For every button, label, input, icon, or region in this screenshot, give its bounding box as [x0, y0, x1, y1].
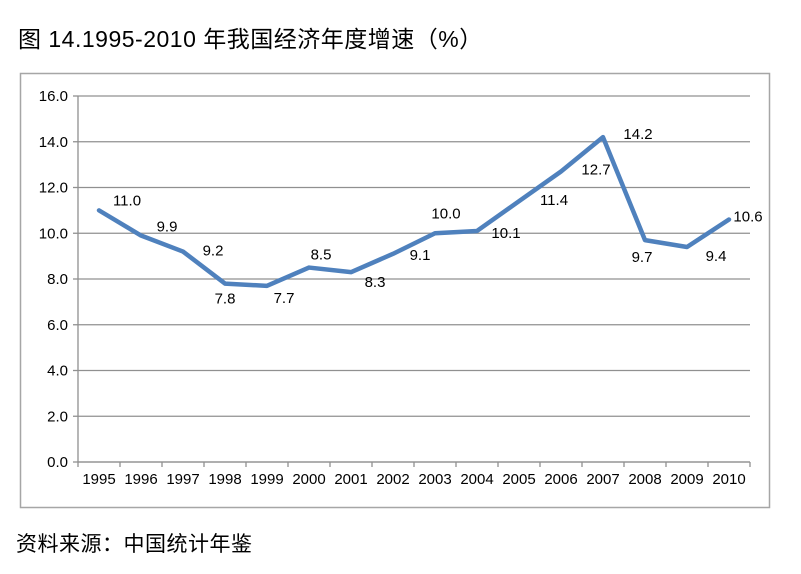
data-label: 9.2 — [203, 243, 224, 260]
chart-frame — [19, 72, 771, 509]
data-label: 10.6 — [733, 209, 762, 226]
x-axis-label: 2009 — [670, 471, 703, 488]
data-label: 7.7 — [274, 290, 295, 307]
x-axis-label: 1997 — [166, 471, 199, 488]
source-note: 资料来源：中国统计年鉴 — [16, 533, 253, 556]
y-axis-label: 0.0 — [47, 454, 68, 471]
data-label: 9.4 — [706, 248, 727, 265]
y-axis-label: 12.0 — [39, 180, 68, 197]
data-label: 8.5 — [311, 247, 332, 264]
y-axis-label: 10.0 — [39, 225, 68, 242]
data-label: 7.8 — [215, 291, 236, 308]
data-label: 14.2 — [623, 126, 652, 143]
y-axis-label: 8.0 — [47, 271, 68, 288]
y-axis-label: 14.0 — [39, 134, 68, 151]
x-axis-label: 2008 — [628, 471, 661, 488]
x-axis-label: 2002 — [376, 471, 409, 488]
x-axis-label: 2001 — [334, 471, 367, 488]
y-axis-label: 6.0 — [47, 317, 68, 334]
x-axis-label: 2007 — [586, 471, 619, 488]
x-axis-label: 2005 — [502, 471, 535, 488]
x-axis-label: 1996 — [124, 471, 157, 488]
x-axis-label: 2010 — [712, 471, 745, 488]
y-axis-label: 4.0 — [47, 363, 68, 380]
x-axis-label: 1999 — [250, 471, 283, 488]
x-axis-label: 1995 — [82, 471, 115, 488]
x-axis-label: 2000 — [292, 471, 325, 488]
x-axis-label: 2006 — [544, 471, 577, 488]
data-line — [96, 134, 732, 289]
data-label: 9.7 — [632, 249, 653, 266]
data-label: 11.4 — [540, 192, 568, 209]
y-axis-label: 16.0 — [39, 88, 68, 105]
data-label: 9.9 — [157, 219, 178, 236]
x-axis-label: 1998 — [208, 471, 241, 488]
data-label: 11.0 — [113, 192, 141, 209]
x-axis-label: 2003 — [418, 471, 451, 488]
data-label: 12.7 — [581, 161, 610, 178]
x-axis-label: 2004 — [460, 471, 493, 488]
data-label: 9.1 — [410, 247, 431, 264]
chart-title: 图 14.1995-2010 年我国经济年度增速（%） — [18, 26, 483, 52]
data-label: 8.3 — [365, 274, 386, 291]
data-label: 10.1 — [491, 225, 520, 242]
y-axis-label: 2.0 — [47, 408, 68, 425]
data-label: 10.0 — [431, 205, 460, 222]
